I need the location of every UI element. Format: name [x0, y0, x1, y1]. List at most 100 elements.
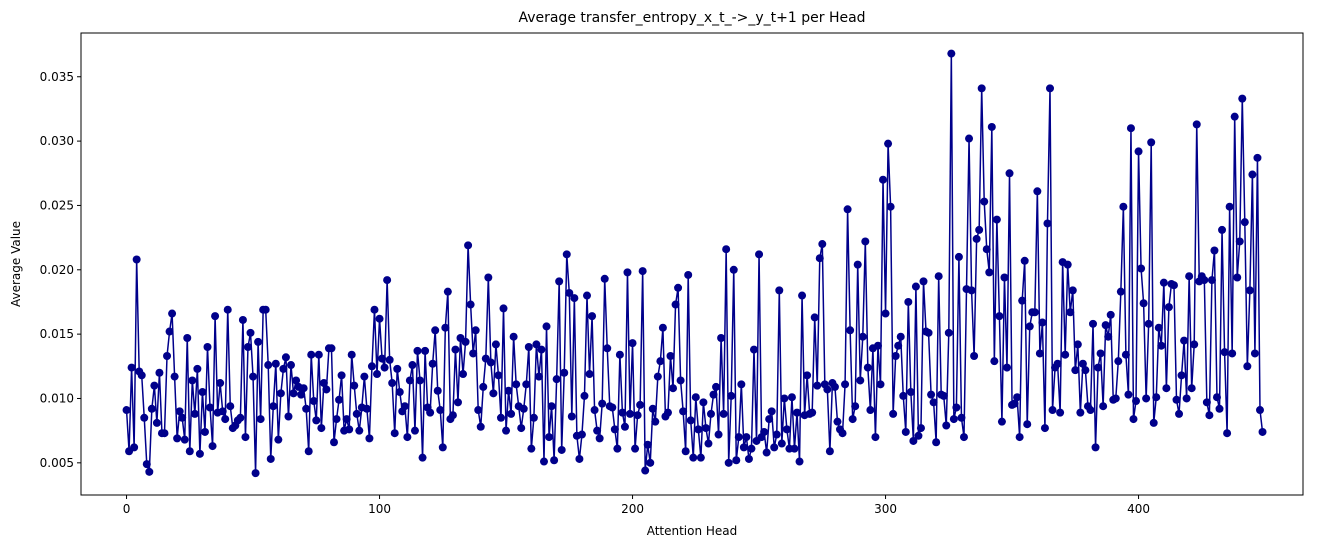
data-point	[532, 340, 541, 349]
y-tick-label: 0.005	[40, 456, 74, 470]
data-point	[833, 417, 842, 426]
data-point	[1033, 187, 1042, 196]
data-point	[987, 122, 996, 131]
data-point	[734, 433, 743, 442]
data-point	[590, 406, 599, 415]
data-point	[671, 300, 680, 309]
data-point	[924, 328, 933, 337]
data-point	[1182, 394, 1191, 403]
data-point	[542, 322, 551, 331]
data-point	[188, 376, 197, 385]
data-point	[1134, 147, 1143, 156]
x-axis-label: Attention Head	[647, 524, 738, 538]
data-point	[524, 343, 533, 352]
data-point	[663, 408, 672, 417]
data-point	[466, 300, 475, 309]
data-point	[646, 458, 655, 467]
data-point	[246, 328, 255, 337]
data-point	[284, 412, 293, 421]
data-point	[254, 337, 263, 346]
data-point	[428, 359, 437, 368]
data-point	[1250, 349, 1259, 358]
data-point	[567, 412, 576, 421]
data-point	[147, 404, 156, 413]
data-point	[453, 398, 462, 407]
data-point	[185, 447, 194, 456]
data-point	[724, 458, 733, 467]
data-point	[345, 425, 354, 434]
data-point	[1190, 340, 1199, 349]
data-point	[1139, 299, 1148, 308]
data-point	[163, 352, 172, 361]
data-point	[327, 344, 336, 353]
data-point	[557, 445, 566, 454]
data-point	[1104, 332, 1113, 341]
data-point	[793, 408, 801, 417]
data-point	[1175, 409, 1184, 418]
y-tick-label: 0.025	[40, 198, 74, 212]
data-point	[666, 352, 675, 361]
data-point	[909, 436, 918, 445]
data-point	[853, 260, 862, 269]
data-point	[441, 323, 450, 332]
data-point	[519, 404, 528, 413]
data-point	[1225, 202, 1234, 211]
data-point	[211, 312, 220, 321]
data-point	[803, 371, 812, 380]
data-point	[717, 334, 726, 342]
data-point	[648, 404, 657, 413]
data-point	[982, 245, 991, 254]
data-point	[476, 422, 485, 431]
data-point	[539, 457, 548, 466]
data-point	[319, 379, 328, 388]
data-point	[390, 429, 399, 438]
data-point	[1218, 225, 1227, 234]
data-point	[317, 424, 326, 433]
data-point	[851, 402, 860, 411]
data-point	[653, 372, 662, 381]
data-point	[813, 381, 822, 390]
data-point	[593, 426, 602, 435]
data-point	[218, 407, 227, 416]
data-point	[1053, 359, 1062, 368]
data-point	[405, 376, 414, 385]
data-point	[517, 424, 526, 433]
data-point	[858, 332, 867, 341]
data-point	[190, 409, 199, 418]
data-point	[704, 439, 713, 448]
data-point	[881, 309, 890, 318]
data-point	[638, 267, 647, 276]
data-point	[934, 272, 943, 281]
data-point	[165, 327, 174, 336]
data-point	[603, 344, 612, 353]
data-point	[312, 416, 321, 425]
data-point	[1258, 427, 1267, 436]
data-point	[400, 402, 409, 411]
data-point	[1096, 349, 1105, 358]
data-point	[137, 371, 146, 380]
data-point	[1071, 366, 1080, 375]
data-point	[873, 341, 882, 350]
data-point	[959, 433, 968, 442]
data-point	[1081, 366, 1090, 375]
x-tick-label: 200	[621, 502, 644, 516]
data-point	[1180, 336, 1189, 345]
data-point	[825, 447, 834, 456]
data-point	[1137, 264, 1146, 273]
data-point	[289, 389, 298, 398]
data-point	[1111, 394, 1120, 403]
data-point	[1048, 406, 1057, 415]
data-point	[992, 215, 1001, 224]
data-point	[221, 415, 230, 424]
data-point	[512, 380, 521, 389]
data-point	[894, 341, 903, 350]
data-point	[299, 384, 308, 393]
data-point	[140, 413, 149, 422]
data-point	[448, 411, 457, 420]
data-point	[970, 352, 979, 361]
data-point	[474, 406, 483, 415]
data-point	[871, 433, 880, 442]
data-point	[322, 385, 331, 394]
data-point	[1114, 357, 1123, 366]
data-point	[443, 287, 452, 296]
